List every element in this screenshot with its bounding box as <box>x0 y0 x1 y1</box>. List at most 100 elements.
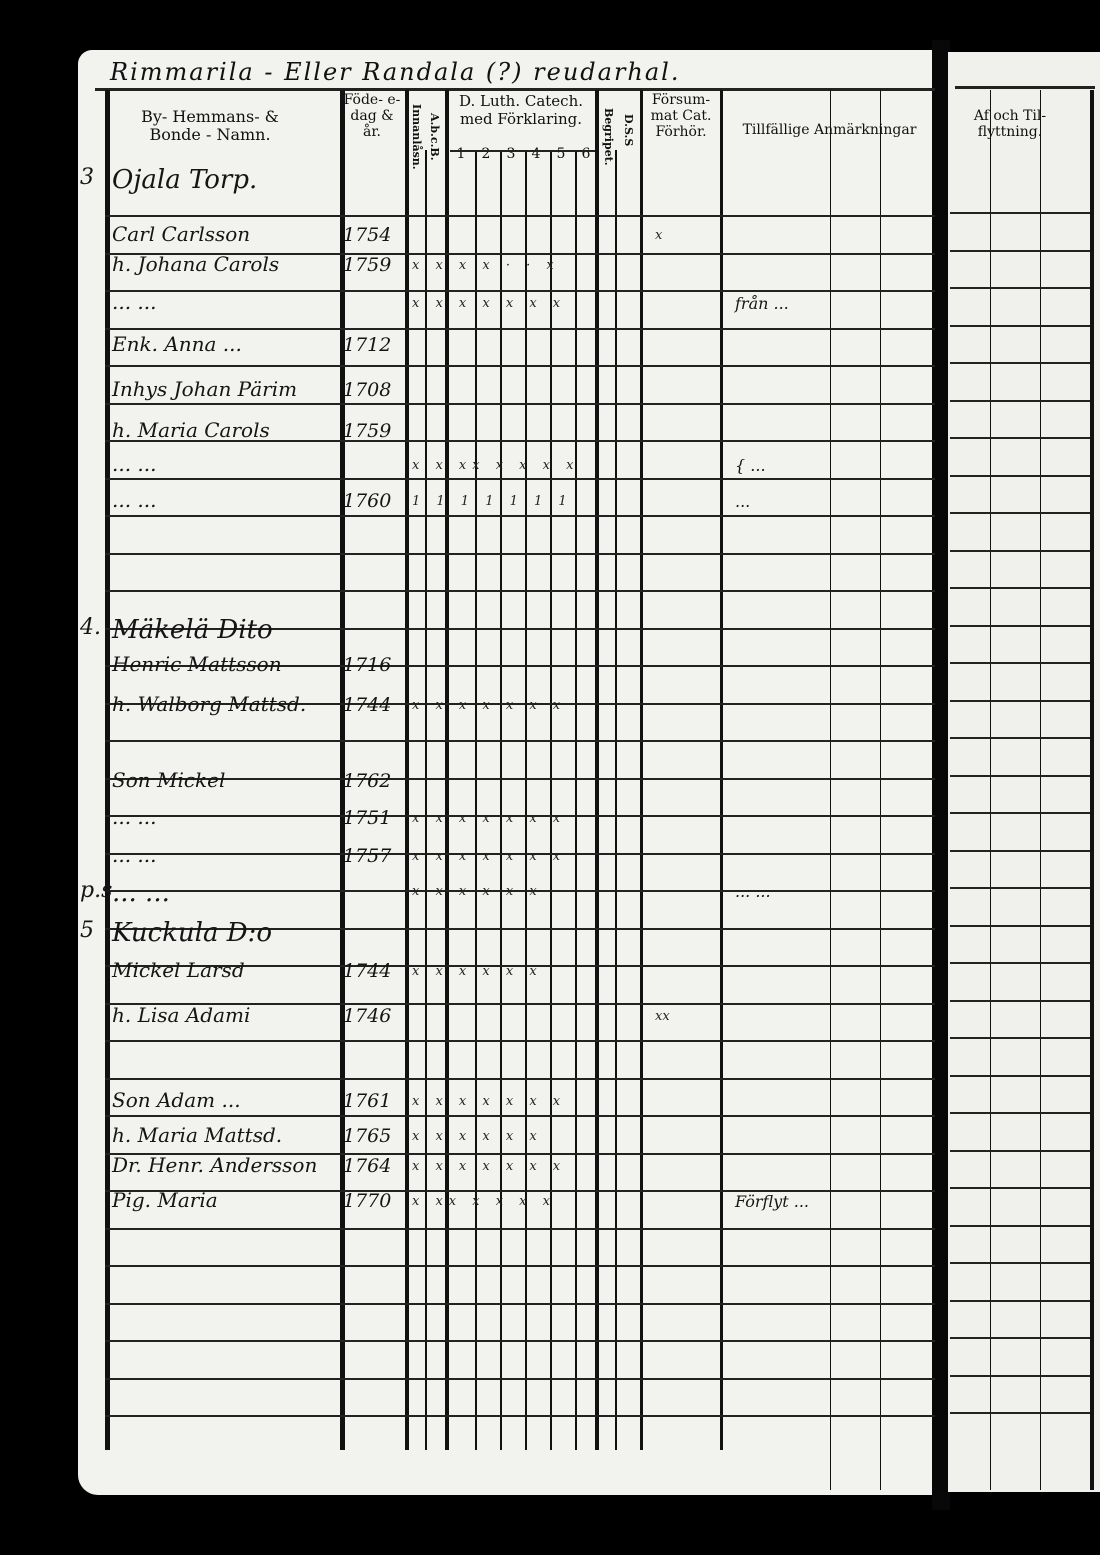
column-rule <box>340 90 345 1450</box>
column-rule <box>425 150 427 1450</box>
catechism-part-number: 6 <box>581 146 591 162</box>
row-rule <box>105 515 935 517</box>
column-rule <box>475 150 477 1450</box>
catechism-marks: x x x x x x x <box>412 296 567 311</box>
entry-name: ... ... <box>112 878 170 908</box>
row-rule <box>950 775 1090 777</box>
row-rule <box>950 1075 1090 1077</box>
entry-name: Ojala Torp. <box>112 165 258 195</box>
register-heading: Rimmarila - Eller Randala (?) reudarhal. <box>110 58 681 86</box>
row-rule <box>105 440 935 442</box>
birth-year: 1759 <box>343 254 392 276</box>
faint-rule <box>830 90 831 1490</box>
row-rule <box>105 1190 935 1192</box>
column-rule <box>405 90 409 1450</box>
row-rule <box>105 1265 935 1267</box>
book-gutter <box>932 40 950 1510</box>
row-rule <box>105 965 935 967</box>
row-rule <box>105 703 935 705</box>
row-rule <box>950 1112 1090 1114</box>
entry-name: Inhys Johan Pärim <box>112 377 298 401</box>
birth-year: 1765 <box>343 1125 392 1147</box>
row-rule <box>950 1262 1090 1264</box>
entry-name: Mäkelä Dito <box>112 615 273 645</box>
column-rule <box>525 150 527 1450</box>
row-rule <box>105 1340 935 1342</box>
catechism-part-number: 2 <box>481 146 491 162</box>
row-number: 3 <box>80 165 94 190</box>
column-rule <box>1090 90 1094 1490</box>
column-rule <box>550 150 552 1450</box>
row-rule <box>105 1003 935 1005</box>
header-remarks: Tillfällige Anmärkningar <box>742 122 917 138</box>
row-number: 4. <box>80 615 101 640</box>
birth-year: 1716 <box>343 654 392 676</box>
row-rule <box>950 475 1090 477</box>
remark-text: ... <box>735 492 751 511</box>
row-rule <box>950 1225 1090 1227</box>
row-rule <box>105 478 935 480</box>
birth-year: 1761 <box>343 1090 392 1112</box>
row-rule <box>950 325 1090 327</box>
row-rule <box>105 628 935 630</box>
row-rule <box>950 400 1090 402</box>
entry-name: Henric Mattsson <box>112 652 282 676</box>
catechism-marks: 1 1 1 1 1 1 1 <box>412 494 573 509</box>
row-rule <box>105 1078 935 1080</box>
catechism-marks: x x x x x x x <box>412 1094 567 1109</box>
row-rule <box>105 1303 935 1305</box>
row-rule <box>105 290 935 292</box>
remark-text: { ... <box>735 456 766 475</box>
row-rule <box>950 362 1090 364</box>
row-rule <box>105 253 935 255</box>
entry-name: Son Adam ... <box>112 1088 241 1112</box>
column-rule <box>105 90 110 1450</box>
birth-year: 1757 <box>343 845 392 867</box>
birth-year: 1744 <box>343 694 392 716</box>
row-rule <box>105 403 935 405</box>
header-forsummat: Försum- mat Cat. Förhör. <box>650 92 712 140</box>
faint-rule <box>1040 90 1041 1490</box>
birth-year: 1751 <box>343 807 392 829</box>
row-rule <box>950 1412 1090 1414</box>
header-begripet: Begripet. <box>602 108 615 166</box>
header-name-col: By- Hemmans- & Bonde - Namn. <box>141 107 279 144</box>
birth-year: 1759 <box>343 420 392 442</box>
row-rule <box>950 1375 1090 1377</box>
entry-name: ... ... <box>112 488 157 512</box>
row-number: p.s <box>80 878 113 903</box>
row-rule <box>105 1153 935 1155</box>
entry-name: h. Maria Carols <box>112 418 270 442</box>
entry-name: Dr. Henr. Andersson <box>112 1153 318 1177</box>
header-dss: D.S.S <box>622 113 635 147</box>
entry-name: h. Maria Mattsd. <box>112 1123 283 1147</box>
header-innanlasn: Innanlåsn. <box>410 104 423 170</box>
catechism-marks: x xx x x x x <box>412 1194 556 1209</box>
entry-name: h. Lisa Adami <box>112 1003 251 1027</box>
birth-year: 1754 <box>343 224 392 246</box>
catechism-marks: x x x x x x x <box>412 698 567 713</box>
catech-subrule <box>450 150 595 152</box>
row-rule <box>105 1115 935 1117</box>
row-rule <box>950 550 1090 552</box>
catechism-marks: x x x x x x <box>412 964 543 979</box>
column-rule <box>575 150 577 1450</box>
row-rule <box>105 928 935 930</box>
entry-name: h. Walborg Mattsd. <box>112 692 307 716</box>
row-rule <box>950 512 1090 514</box>
entry-name: Pig. Maria <box>112 1188 218 1212</box>
catechism-marks: x x x x x x x <box>412 811 567 826</box>
row-rule <box>950 625 1090 627</box>
catechism-marks: x x x x x x <box>412 1129 543 1144</box>
row-rule <box>105 215 935 217</box>
entry-name: Kuckula D:o <box>112 918 272 948</box>
row-rule <box>950 437 1090 439</box>
catechism-marks: x x xx x x x x <box>412 458 580 473</box>
row-rule <box>105 1378 935 1380</box>
faint-rule <box>990 90 991 1490</box>
row-rule <box>105 365 935 367</box>
catechism-marks: x x x x x x <box>412 884 543 899</box>
row-rule <box>105 853 935 855</box>
entry-name: ... ... <box>112 805 157 829</box>
catechism-marks: x x x x x x x <box>412 849 567 864</box>
